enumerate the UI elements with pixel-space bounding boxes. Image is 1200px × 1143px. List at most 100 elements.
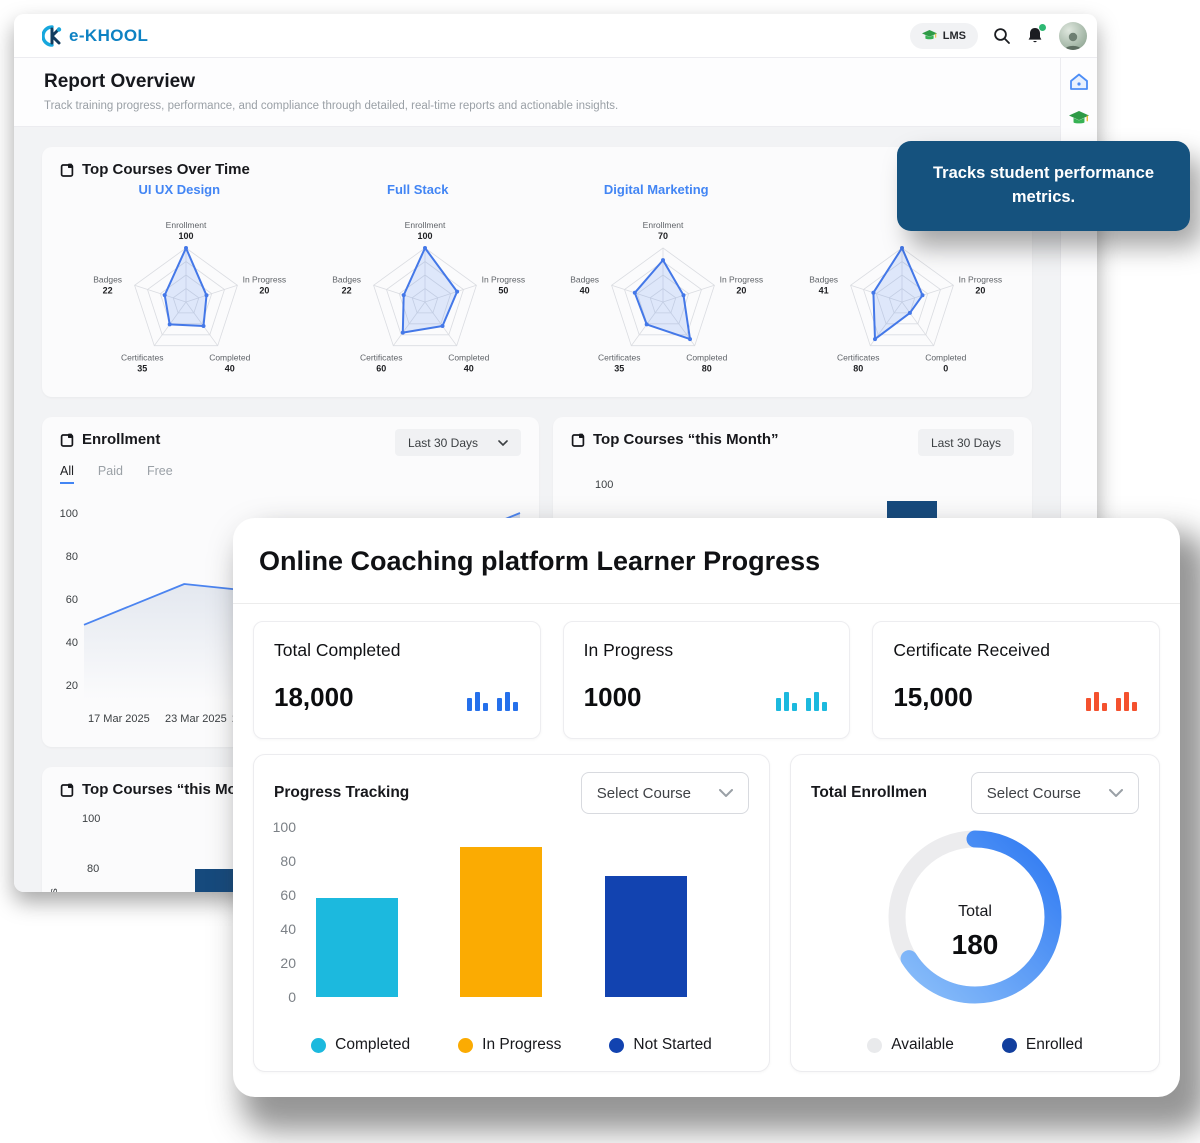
y-axis-tick: 80 <box>280 853 296 869</box>
y-tick-100: 100 <box>82 813 101 825</box>
svg-text:70: 70 <box>658 231 668 241</box>
select-course-dropdown[interactable]: Select Course <box>970 772 1139 814</box>
svg-text:60: 60 <box>376 364 386 374</box>
donut-center-text: Total 180 <box>791 903 1159 961</box>
svg-text:35: 35 <box>137 364 147 374</box>
progress-bar-in-progress <box>460 847 542 997</box>
svg-text:40: 40 <box>225 364 235 374</box>
stat-label: Certificate Received <box>893 640 1050 660</box>
stat-value: 15,000 <box>893 682 973 712</box>
svg-text:40: 40 <box>580 285 590 295</box>
radar-chart-title: Digital Marketing <box>603 182 709 197</box>
user-avatar[interactable] <box>1059 21 1087 50</box>
svg-text:20: 20 <box>66 680 78 692</box>
lms-badge[interactable]: LMS <box>909 22 978 49</box>
bell-icon <box>1028 28 1042 43</box>
svg-text:22: 22 <box>341 285 351 295</box>
svg-text:Enrollment: Enrollment <box>166 220 207 230</box>
y-axis-tick: 20 <box>280 955 296 971</box>
svg-text:Completed: Completed <box>686 353 727 363</box>
feature-tooltip: Tracks student performance metrics. <box>897 141 1190 231</box>
stat-label: In Progress <box>583 640 674 660</box>
top-courses-over-time-card: Top Courses Over Time UI UX Design Enroll… <box>42 147 1032 397</box>
svg-text:In Progress: In Progress <box>481 274 524 284</box>
select-course-label: Select Course <box>986 784 1081 802</box>
brand-logo-icon <box>42 24 62 47</box>
radar-chart: Full Stack Enrollment 100 In Progress 50 Comp… <box>299 178 538 393</box>
notifications-button[interactable] <box>1026 24 1046 45</box>
svg-text:80: 80 <box>66 551 78 563</box>
tab-free[interactable]: Free <box>146 464 173 478</box>
legend-label: Not Started <box>633 1036 712 1053</box>
donut-total-value: 180 <box>951 929 999 960</box>
radar-charts-row: UI UX Design Enrollment 100 In Progress 20 Co… <box>60 178 1014 393</box>
chevron-down-icon <box>1109 789 1123 797</box>
y-tick-80: 80 <box>87 863 100 875</box>
home-icon <box>1070 73 1088 90</box>
search-button[interactable] <box>993 27 1011 45</box>
brand-name: e-KHOOL <box>69 25 149 45</box>
svg-text:60: 60 <box>66 594 78 606</box>
stat-card-total-completed: Total Completed 18,000 <box>253 621 541 739</box>
radar-chart: UI UX Design Enrollment 100 In Progress 20 Co… <box>60 178 299 393</box>
legend-dot <box>867 1037 883 1053</box>
stat-card-in-progress: In Progress 1000 <box>562 621 851 739</box>
tab-all[interactable]: All <box>60 464 74 484</box>
svg-text:80: 80 <box>853 364 863 374</box>
svg-text:Certificates: Certificates <box>836 353 879 363</box>
mini-bar-chart-icon <box>1086 692 1138 711</box>
svg-text:Completed: Completed <box>925 353 966 363</box>
svg-text:80: 80 <box>702 364 712 374</box>
svg-text:Enrollment: Enrollment <box>643 220 684 230</box>
legend-dot <box>1001 1037 1017 1053</box>
svg-text:35: 35 <box>614 364 624 374</box>
legend-dot <box>609 1037 625 1053</box>
legend-dot <box>458 1037 474 1053</box>
courses-nav-button[interactable] <box>1068 108 1090 130</box>
legend-label: Completed <box>335 1036 411 1053</box>
top-courses-month-bottom-title: Top Courses “this Month” <box>82 781 268 798</box>
select-course-label: Select Course <box>596 784 691 802</box>
person-icon <box>1065 32 1081 50</box>
svg-text:Badges: Badges <box>809 274 838 284</box>
y-axis-tick: 60 <box>280 887 296 903</box>
radar-chart: Digital Marketing Enrollment 70 In Progress… <box>537 178 776 393</box>
page-title: Report Overview <box>44 71 195 92</box>
graduation-cap-icon <box>921 29 937 39</box>
enrollment-range-label: Last 30 Days <box>407 435 478 450</box>
notification-dot <box>1039 24 1046 31</box>
enrollment-range-dropdown[interactable]: Last 30 Days <box>394 429 521 456</box>
brand-logo[interactable]: e-KHOOL <box>42 24 149 47</box>
progress-bar-completed <box>316 898 398 997</box>
svg-text:In Progress: In Progress <box>958 274 1001 284</box>
top-courses-month-title: Top Courses “this Month” <box>593 431 779 448</box>
svg-text:Certificates: Certificates <box>121 353 164 363</box>
legend-label: Enrolled <box>1025 1036 1083 1053</box>
home-nav-button[interactable] <box>1068 71 1090 93</box>
svg-text:Certificates: Certificates <box>359 353 402 363</box>
report-icon <box>60 433 74 447</box>
donut-total-label: Total <box>958 903 992 920</box>
top-courses-range-dropdown[interactable]: Last 30 Days <box>917 429 1014 456</box>
enrollment-filter-tabs: All Paid Free <box>60 464 521 484</box>
x-axis-label: 17 Mar 2025 <box>88 713 150 725</box>
legend-item: Available <box>867 1036 954 1054</box>
svg-text:In Progress: In Progress <box>243 274 286 284</box>
total-enrollment-panel: Total Enrollmen Select Course <box>790 754 1160 1072</box>
svg-text:100: 100 <box>60 508 78 520</box>
stat-value: 18,000 <box>274 682 354 712</box>
donut-panel-title: Total Enrollmen <box>811 784 927 801</box>
legend-item: Completed <box>311 1036 410 1054</box>
svg-text:20: 20 <box>259 285 269 295</box>
progress-tracking-panel: Progress Tracking Select Course 100 80 60 4… <box>253 754 770 1072</box>
svg-text:40: 40 <box>66 637 78 649</box>
legend-item: Enrolled <box>1001 1036 1083 1054</box>
page-subtitle: Track training progress, performance, an… <box>44 100 619 112</box>
report-icon <box>60 163 74 177</box>
legend-label: In Progress <box>482 1036 562 1053</box>
select-course-dropdown[interactable]: Select Course <box>580 772 749 814</box>
tab-paid[interactable]: Paid <box>97 464 123 478</box>
progress-legend: Completed In Progress Not Started <box>254 1036 769 1054</box>
chevron-down-icon <box>498 439 508 446</box>
